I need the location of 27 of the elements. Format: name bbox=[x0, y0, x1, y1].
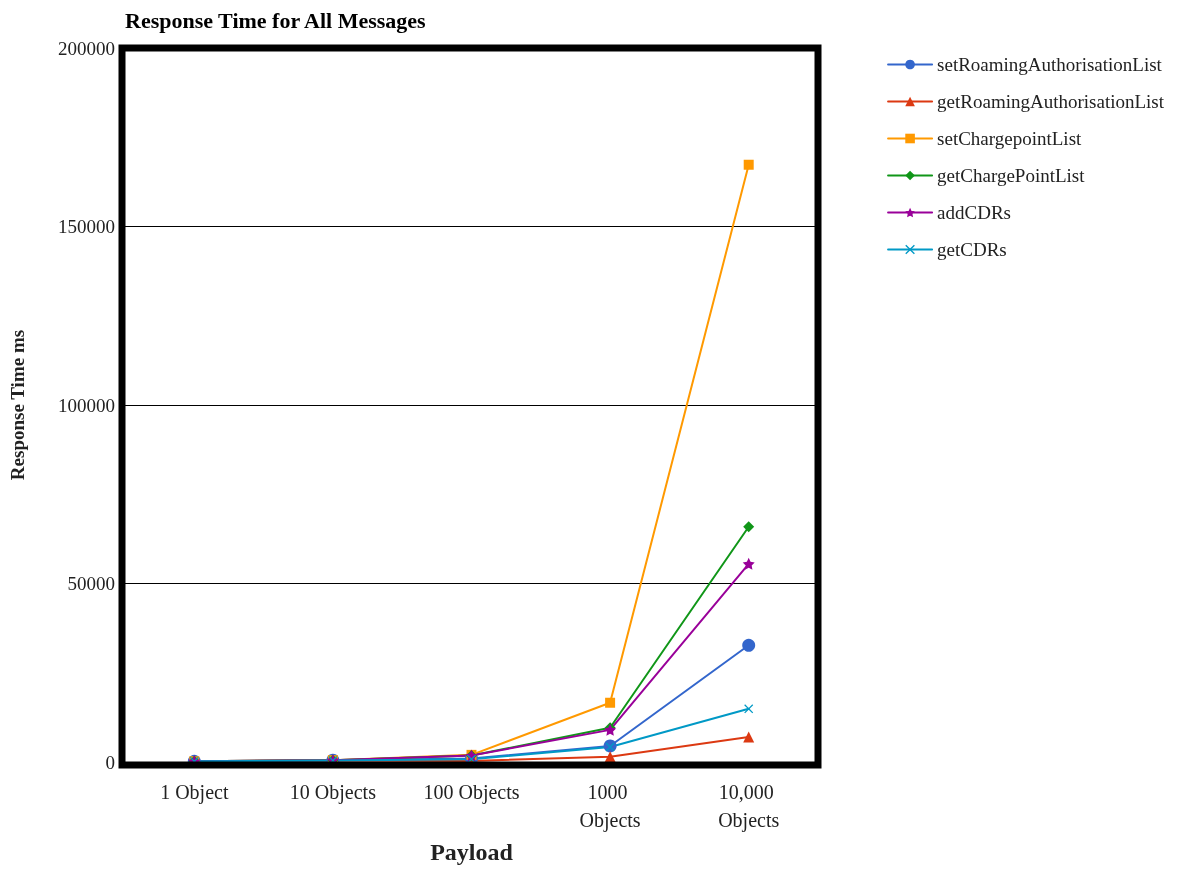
chart-title: Response Time for All Messages bbox=[125, 7, 427, 33]
point bbox=[742, 638, 756, 652]
y-tick-label: 0 bbox=[105, 751, 115, 773]
legend-label: getCDRs bbox=[937, 239, 1007, 260]
y-tick-label: 50000 bbox=[67, 573, 115, 594]
x-tick-label: 10 Objects bbox=[289, 781, 377, 804]
x-axis-title: Payload bbox=[430, 839, 514, 865]
y-tick-label: 200000 bbox=[58, 37, 115, 59]
point bbox=[605, 697, 616, 708]
legend-label: setChargepointList bbox=[937, 128, 1083, 149]
legend-label: getRoamingAuthorisationList bbox=[937, 91, 1165, 112]
x-tick-label: 10,000 Objects bbox=[718, 781, 780, 832]
y-tick-label: 150000 bbox=[58, 216, 115, 237]
point bbox=[743, 159, 754, 170]
x-tick-label: 100 Objects bbox=[423, 781, 520, 804]
x-tick-label: 1 Object bbox=[160, 781, 229, 804]
point bbox=[744, 704, 754, 714]
x-tick-label: 1000 Objects bbox=[579, 781, 641, 832]
legend-label: addCDRs bbox=[937, 202, 1011, 223]
legend-label: setRoamingAuthorisationList bbox=[937, 54, 1163, 75]
legend-label: getChargePointList bbox=[937, 165, 1086, 186]
point bbox=[742, 557, 755, 570]
point bbox=[743, 731, 755, 743]
point bbox=[604, 751, 616, 763]
point bbox=[743, 521, 755, 533]
y-tick-label: 100000 bbox=[58, 394, 115, 416]
y-axis-title: Response Time ms bbox=[7, 329, 28, 481]
